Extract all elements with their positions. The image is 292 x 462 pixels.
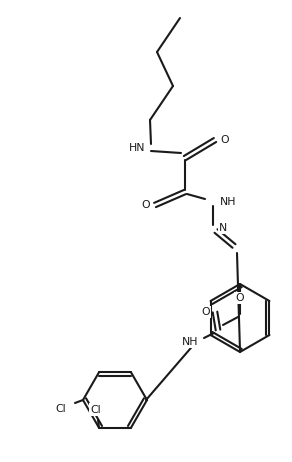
Text: HN: HN: [128, 143, 145, 153]
Text: NH: NH: [220, 197, 237, 207]
Text: N: N: [219, 223, 227, 233]
Text: NH: NH: [182, 337, 198, 347]
Text: O: O: [236, 293, 244, 303]
Text: O: O: [220, 135, 229, 145]
Text: Cl: Cl: [56, 404, 66, 414]
Text: O: O: [201, 307, 210, 317]
Text: Cl: Cl: [91, 405, 101, 415]
Text: O: O: [141, 200, 150, 210]
